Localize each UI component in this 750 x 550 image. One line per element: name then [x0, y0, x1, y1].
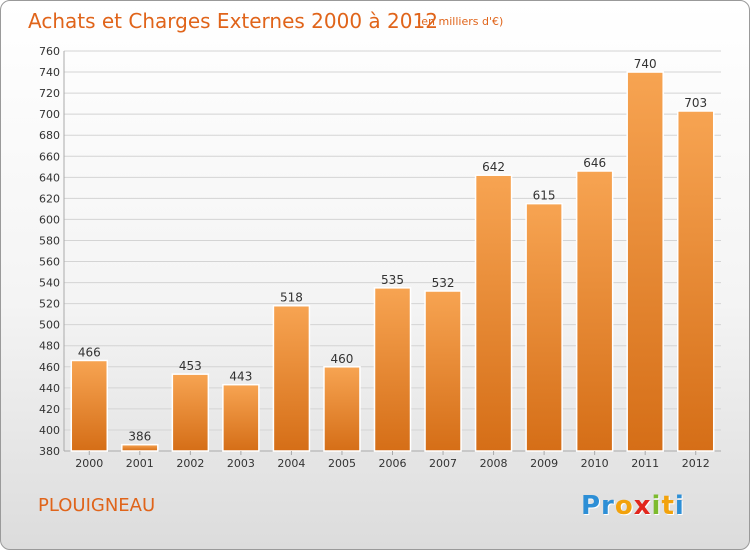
data-label-2012: 703 — [684, 96, 707, 110]
y-axis-ticks: 380 400 420 440 460 480 500 520 540 560 580 600 620 6… — [39, 45, 60, 458]
x-tick-label-2010: 2010 — [581, 457, 609, 470]
bar-2007 — [424, 290, 462, 452]
data-labels: 466 386 453 443 518 460 535 532 642 615 646 740 703 — [78, 57, 707, 444]
logo-letter: o — [614, 491, 634, 521]
y-tick-label: 520 — [39, 298, 60, 311]
data-label-2006: 535 — [381, 273, 404, 287]
logo-letter: x — [633, 491, 652, 521]
logo-letter: i — [651, 491, 662, 521]
y-tick-label: 480 — [39, 340, 60, 353]
x-tick-label-2012: 2012 — [682, 457, 710, 470]
data-label-2000: 466 — [78, 345, 101, 359]
y-tick-label: 540 — [39, 277, 60, 290]
x-tick-label-2002: 2002 — [176, 457, 204, 470]
data-label-2010: 646 — [583, 156, 606, 170]
chart-title: Achats et Charges Externes 2000 à 2012 — [28, 9, 438, 33]
y-tick-label: 580 — [39, 234, 60, 247]
x-axis-ticks: 2000 2001 2002 2003 2004 2005 2006 2007 2008 2009… — [75, 451, 710, 470]
bar-2006 — [373, 287, 412, 452]
x-tick-label-2011: 2011 — [631, 457, 659, 470]
commune-name: PLOUIGNEAU — [38, 495, 156, 516]
data-label-2001: 386 — [128, 430, 151, 444]
data-label-2002: 453 — [179, 359, 202, 373]
x-tick-label-2009: 2009 — [530, 457, 558, 470]
x-tick-label-2004: 2004 — [277, 457, 305, 470]
bar-2004 — [272, 304, 311, 452]
proxiti-logo: Proxiti — [581, 491, 685, 521]
y-tick-label: 600 — [39, 213, 60, 226]
bar-2000 — [70, 359, 109, 452]
bar-2002 — [171, 373, 210, 452]
x-tick-label-2006: 2006 — [379, 457, 407, 470]
y-tick-label: 720 — [39, 87, 60, 100]
data-label-2007: 532 — [432, 276, 455, 290]
data-label-2009: 615 — [533, 189, 556, 203]
bar-2010 — [575, 170, 614, 452]
y-tick-label: 660 — [39, 150, 60, 163]
bar-2012 — [676, 110, 715, 452]
data-label-2008: 642 — [482, 160, 505, 174]
x-tick-label-2000: 2000 — [75, 457, 103, 470]
data-label-2005: 460 — [331, 352, 354, 366]
y-tick-label: 740 — [39, 66, 60, 79]
x-tick-label-2005: 2005 — [328, 457, 356, 470]
bar-2008 — [474, 174, 513, 452]
y-tick-label: 420 — [39, 403, 60, 416]
x-tick-label-2008: 2008 — [480, 457, 508, 470]
y-tick-label: 380 — [39, 445, 60, 458]
y-tick-label: 460 — [39, 361, 60, 374]
bar-2005 — [323, 366, 361, 452]
y-tick-label: 560 — [39, 256, 60, 269]
bar-2003 — [222, 383, 260, 452]
data-label-2003: 443 — [229, 370, 252, 384]
chart-subtitle: (en milliers d'€) — [417, 15, 504, 28]
y-tick-label: 760 — [39, 45, 60, 58]
x-tick-label-2001: 2001 — [126, 457, 154, 470]
bars — [70, 71, 715, 452]
y-tick-label: 620 — [39, 192, 60, 205]
y-tick-label: 500 — [39, 319, 60, 332]
y-tick-label: 440 — [39, 382, 60, 395]
x-tick-label-2007: 2007 — [429, 457, 457, 470]
y-tick-label: 680 — [39, 129, 60, 142]
y-tick-label: 700 — [39, 108, 60, 121]
logo-letter: i — [674, 491, 685, 521]
data-label-2011: 740 — [634, 57, 657, 71]
y-tick-label: 400 — [39, 424, 60, 437]
logo-letter: t — [661, 491, 675, 521]
y-tick-label: 640 — [39, 171, 60, 184]
x-tick-label-2003: 2003 — [227, 457, 255, 470]
bar-2009 — [525, 202, 563, 452]
bar-2011 — [626, 71, 664, 452]
bar-2001 — [121, 443, 159, 452]
data-label-2004: 518 — [280, 291, 303, 305]
logo-letter: Pr — [581, 491, 615, 521]
